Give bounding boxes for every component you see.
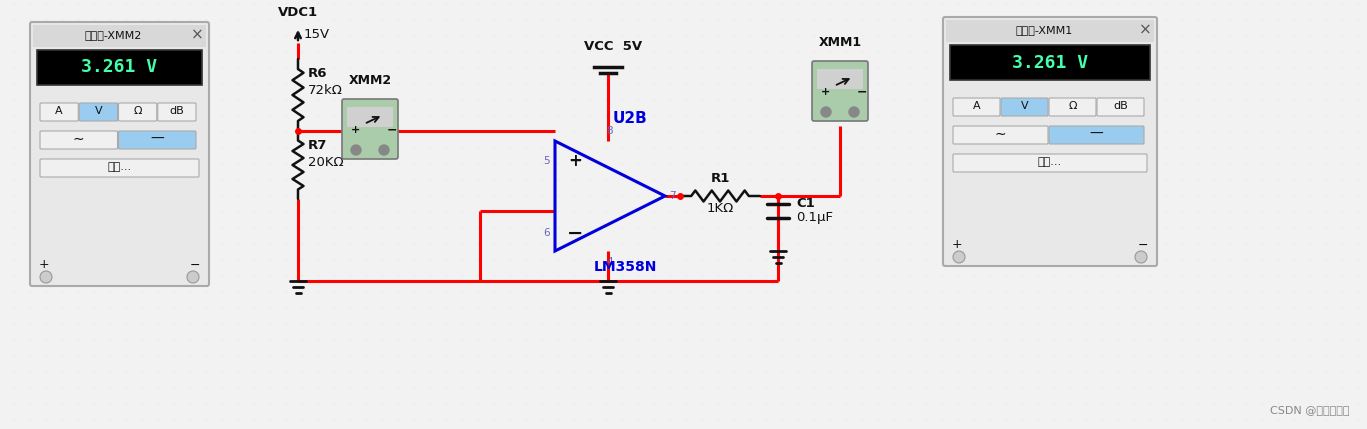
Text: 万用表-XMM1: 万用表-XMM1 — [1016, 25, 1073, 35]
Text: 8: 8 — [607, 126, 614, 136]
Bar — [33, 25, 206, 47]
Circle shape — [351, 145, 361, 155]
Text: V: V — [1021, 101, 1028, 111]
FancyBboxPatch shape — [953, 98, 1001, 116]
Text: −: − — [567, 224, 584, 242]
Text: CSDN @无尽的箔写: CSDN @无尽的箔写 — [1270, 405, 1351, 415]
Text: +: + — [569, 152, 582, 170]
Bar — [37, 50, 202, 85]
Text: 5: 5 — [543, 156, 550, 166]
FancyBboxPatch shape — [342, 99, 398, 159]
FancyBboxPatch shape — [1001, 98, 1048, 116]
Text: R7: R7 — [308, 139, 327, 152]
Text: 3.261 V: 3.261 V — [1012, 54, 1088, 72]
Text: dB: dB — [170, 106, 185, 116]
FancyBboxPatch shape — [1048, 98, 1096, 116]
FancyBboxPatch shape — [40, 159, 200, 177]
Text: 7: 7 — [668, 191, 675, 201]
FancyBboxPatch shape — [119, 131, 195, 149]
Circle shape — [953, 251, 965, 263]
Text: 6: 6 — [543, 228, 550, 238]
Text: 20KΩ: 20KΩ — [308, 156, 343, 169]
FancyBboxPatch shape — [40, 103, 78, 121]
Text: V: V — [94, 106, 103, 116]
Text: 设置...: 设置... — [108, 162, 131, 172]
Text: +: + — [38, 258, 49, 271]
Text: −: − — [1137, 239, 1148, 252]
Text: U2B: U2B — [612, 111, 648, 126]
FancyBboxPatch shape — [119, 103, 157, 121]
Text: ∼: ∼ — [72, 132, 85, 146]
FancyBboxPatch shape — [943, 17, 1156, 266]
Bar — [347, 107, 392, 127]
Text: −: − — [857, 85, 868, 98]
Text: —: — — [150, 132, 164, 146]
Text: VDC1: VDC1 — [278, 6, 319, 19]
Circle shape — [379, 145, 390, 155]
Text: R1: R1 — [711, 172, 730, 185]
Bar — [946, 20, 1154, 42]
Text: ∼: ∼ — [995, 127, 1006, 141]
Text: A: A — [973, 101, 980, 111]
Circle shape — [849, 107, 858, 117]
FancyBboxPatch shape — [953, 154, 1147, 172]
Text: ×: × — [190, 27, 204, 42]
Text: −: − — [190, 259, 200, 272]
Text: 设置...: 设置... — [1038, 157, 1062, 167]
Text: XMM2: XMM2 — [349, 74, 391, 87]
FancyBboxPatch shape — [40, 131, 118, 149]
Text: LM358N: LM358N — [593, 260, 656, 274]
FancyBboxPatch shape — [953, 126, 1048, 144]
FancyBboxPatch shape — [79, 103, 118, 121]
FancyBboxPatch shape — [157, 103, 195, 121]
Text: 0.1μF: 0.1μF — [796, 211, 833, 224]
Text: R6: R6 — [308, 67, 328, 80]
Text: dB: dB — [1113, 101, 1128, 111]
Text: VCC  5V: VCC 5V — [584, 40, 642, 53]
FancyBboxPatch shape — [30, 22, 209, 286]
Text: +: + — [951, 238, 962, 251]
Text: ×: × — [1139, 22, 1151, 37]
Bar — [817, 69, 863, 89]
FancyBboxPatch shape — [1096, 98, 1144, 116]
Bar — [950, 45, 1150, 80]
Circle shape — [1135, 251, 1147, 263]
Circle shape — [187, 271, 200, 283]
Circle shape — [40, 271, 52, 283]
Text: 万用表-XMM2: 万用表-XMM2 — [85, 30, 142, 40]
Circle shape — [822, 107, 831, 117]
Text: 4: 4 — [607, 257, 614, 267]
Text: +: + — [822, 87, 830, 97]
Text: +: + — [351, 125, 361, 135]
Text: 3.261 V: 3.261 V — [82, 58, 157, 76]
FancyBboxPatch shape — [812, 61, 868, 121]
FancyBboxPatch shape — [1048, 126, 1144, 144]
Text: −: − — [387, 123, 398, 136]
Text: 72kΩ: 72kΩ — [308, 84, 343, 97]
Text: XMM1: XMM1 — [819, 36, 861, 49]
Text: A: A — [55, 106, 63, 116]
Text: Ω: Ω — [134, 106, 142, 116]
Text: Ω: Ω — [1068, 101, 1077, 111]
Text: 1KΩ: 1KΩ — [707, 202, 734, 215]
Text: 15V: 15V — [303, 28, 329, 42]
Text: —: — — [1089, 127, 1103, 141]
Text: C1: C1 — [796, 197, 815, 210]
